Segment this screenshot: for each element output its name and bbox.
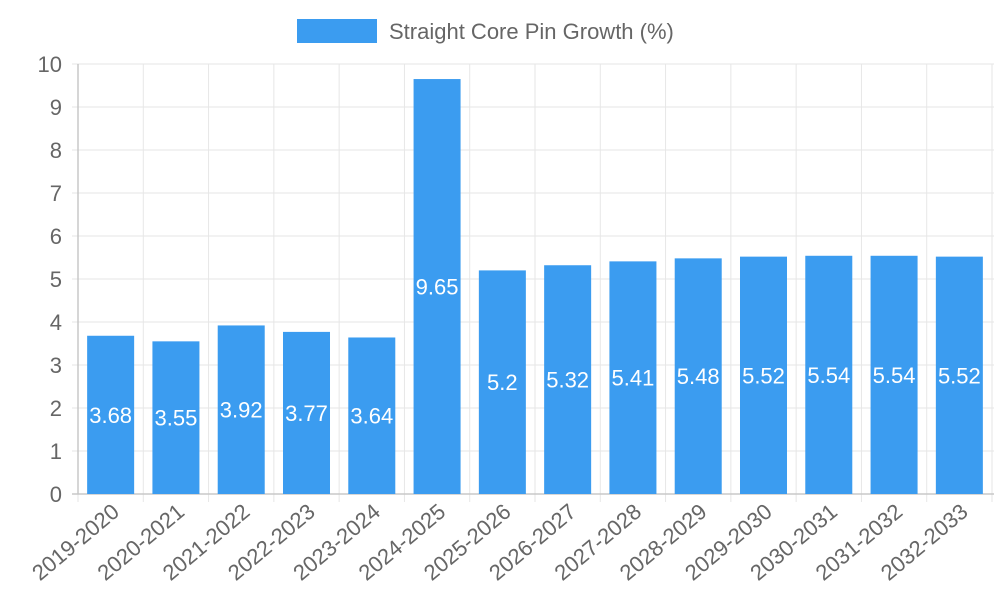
data-label: 5.52: [742, 363, 785, 388]
y-tick-label: 10: [38, 52, 62, 77]
y-tick-label: 1: [50, 439, 62, 464]
data-label: 3.64: [350, 404, 393, 429]
bar: [609, 261, 657, 494]
bar: [87, 335, 135, 494]
y-tick-label: 3: [50, 353, 62, 378]
data-label: 5.41: [612, 366, 655, 391]
y-tick-label: 7: [50, 181, 62, 206]
legend-swatch: [297, 19, 377, 43]
bar: [217, 325, 265, 494]
y-tick-label: 0: [50, 482, 62, 507]
y-tick-label: 8: [50, 138, 62, 163]
legend: Straight Core Pin Growth (%): [297, 19, 674, 44]
bar: [152, 341, 200, 494]
data-label: 5.32: [546, 368, 589, 393]
bar: [544, 265, 592, 494]
y-axis-ticks: 0 1 2 3 4 5 6 7 8 9 10: [38, 52, 62, 507]
y-tick-label: 9: [50, 95, 62, 120]
y-tick-label: 6: [50, 224, 62, 249]
bar: [805, 255, 853, 494]
legend-label: Straight Core Pin Growth (%): [389, 19, 674, 44]
data-label: 3.77: [285, 401, 328, 426]
data-label: 3.68: [89, 403, 132, 428]
data-label: 5.54: [873, 363, 916, 388]
y-tick-label: 4: [50, 310, 62, 335]
data-labels: 3.68 3.55 3.92 3.77 3.64 9.65 5.2 5.32 5.41 5.48 5…: [89, 275, 981, 431]
data-label: 9.65: [416, 275, 459, 300]
data-label: 5.48: [677, 364, 720, 389]
bar: [870, 255, 918, 494]
data-label: 5.54: [807, 363, 850, 388]
x-axis-ticks: 2019-20202020-20212021-20222022-20232023…: [27, 499, 972, 586]
data-label: 5.2: [487, 370, 518, 395]
grid: [72, 63, 994, 502]
y-tick-label: 5: [50, 267, 62, 292]
y-tick-label: 2: [50, 396, 62, 421]
data-label: 3.55: [155, 406, 198, 431]
bars: [87, 79, 983, 495]
bar: [739, 256, 788, 494]
data-label: 3.92: [220, 398, 263, 423]
bar: [413, 79, 461, 495]
bar: [478, 270, 526, 494]
bar: [282, 331, 331, 494]
bar: [935, 256, 983, 494]
data-label: 5.52: [938, 363, 981, 388]
bar: [674, 258, 722, 494]
bar: [348, 337, 396, 494]
